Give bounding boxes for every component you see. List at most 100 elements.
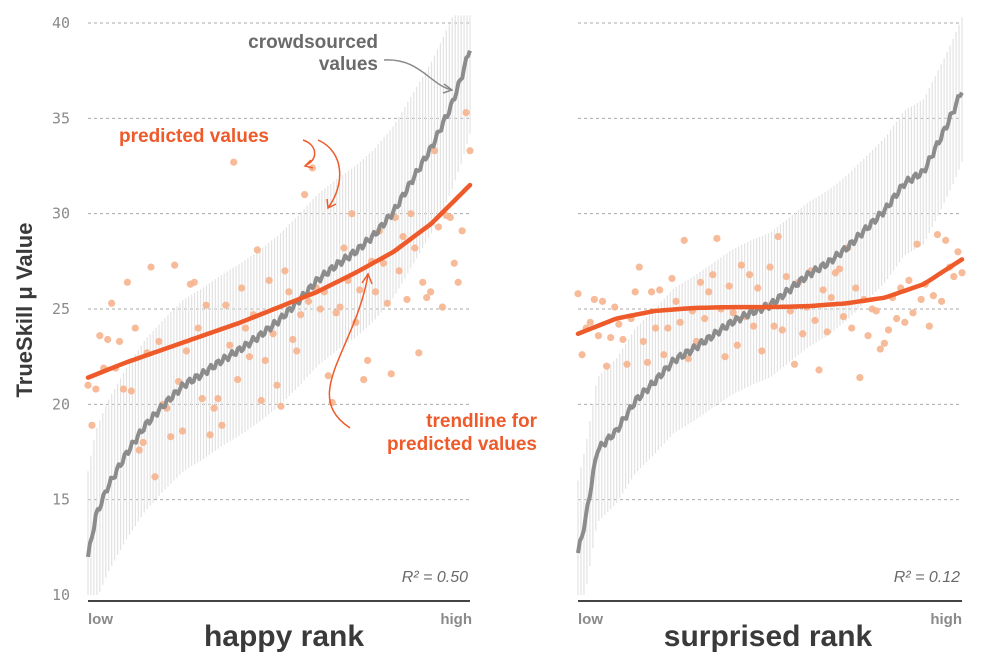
predicted-point-surprised [770,322,778,330]
predicted-point-happy [383,299,391,307]
predicted-point-happy [316,305,324,313]
annotation-trendline-line2: predicted values [387,434,537,455]
predicted-point-surprised [909,309,917,317]
predicted-point-surprised [799,330,807,338]
predicted-point-surprised [639,337,647,346]
predicted-point-surprised [652,324,660,332]
predicted-point-surprised [721,353,729,361]
predicted-point-surprised [701,314,709,323]
predicted-point-happy [253,246,261,254]
predicted-point-surprised [676,318,684,326]
predicted-point-happy [304,297,313,305]
r2-label-surprised: R² = 0.12 [894,569,960,586]
predicted-point-happy [265,276,273,284]
predicted-point-happy [257,396,265,405]
predicted-point-surprised [782,272,790,281]
predicted-point-happy [222,301,230,309]
predicted-point-happy [356,286,364,294]
annotation-predicted-values: predicted values [119,126,269,147]
predicted-point-surprised [635,263,643,271]
predicted-point-surprised [884,326,893,334]
predicted-point-happy [135,446,143,454]
predicted-point-surprised [790,360,799,368]
predicted-point-happy [226,341,234,349]
predicted-point-surprised [958,269,966,277]
predicted-point-happy [84,381,92,389]
predicted-point-surprised [578,351,586,359]
predicted-point-surprised [615,320,623,328]
predicted-point-surprised [758,347,766,355]
predicted-point-surprised [905,276,913,284]
predicted-point-surprised [623,360,631,368]
predicted-point-surprised [696,278,705,286]
predicted-point-surprised [684,354,692,363]
y-tick-label: 40 [52,14,70,32]
predicted-point-happy [104,335,112,344]
predicted-point-surprised [786,307,795,315]
predicted-point-happy [379,259,387,267]
predicted-point-surprised [811,316,819,325]
predicted-point-happy [194,324,202,332]
predicted-point-surprised [880,339,888,347]
predicted-point-surprised [872,307,880,315]
predicted-point-surprised [893,314,901,323]
predicted-point-happy [300,191,309,199]
annotation-crowdsourced-line2: values [319,54,378,75]
predicted-point-surprised [680,236,688,244]
predicted-point-happy [403,295,411,304]
predicted-point-surprised [602,362,611,370]
predicted-point-surprised [937,297,946,305]
predicted-point-surprised [729,309,737,317]
y-tick-label: 20 [52,395,70,413]
predicted-point-happy [234,375,242,384]
predicted-point-happy [438,303,447,311]
predicted-point-surprised [925,322,933,330]
predicted-point-happy [92,385,100,393]
predicted-point-surprised [933,231,942,239]
predicted-point-surprised [713,234,721,243]
predicted-point-surprised [917,295,925,304]
predicted-point-happy [277,402,285,410]
predicted-point-surprised [942,236,950,244]
predicted-point-surprised [774,232,782,241]
predicted-point-happy [340,244,348,252]
predicted-point-happy [155,337,163,346]
y-tick-label: 15 [52,491,70,509]
predicted-point-surprised [607,334,615,342]
predicted-point-happy [336,303,344,311]
predicted-point-surprised [647,288,656,296]
predicted-point-happy [261,356,269,365]
panels [84,15,966,595]
x-low-label-surprised: low [578,611,603,628]
predicted-point-happy [407,210,415,218]
x-high-label-surprised: high [930,611,962,628]
predicted-point-happy [182,347,191,355]
predicted-point-surprised [815,366,823,374]
predicted-point-surprised [823,328,831,336]
predicted-point-happy [332,309,340,317]
annotation-arrow-trendline [328,274,369,429]
predicted-point-surprised [574,290,582,298]
annotation-arrow-predicted-2 [317,139,341,209]
predicted-point-happy [411,244,419,252]
predicted-point-surprised [827,293,835,302]
predicted-point-happy [458,227,466,235]
predicted-point-surprised [848,324,856,332]
predicted-point-surprised [737,261,746,269]
crowdsourced-curve-happy [86,50,472,558]
annotation-arrow-predicted-1 [302,139,316,166]
predicted-point-happy [119,385,128,393]
predicted-point-happy [430,147,439,155]
predicted-point-surprised [709,271,717,279]
predicted-point-happy [198,395,206,403]
predicted-point-happy [289,335,297,344]
y-tick-label: 10 [52,586,70,604]
gridlines [88,22,962,501]
predicted-point-happy [123,278,131,286]
trendline-happy [85,182,473,380]
x-axis-label-surprised: surprised rank [664,620,873,653]
predicted-point-happy [419,278,427,286]
predicted-point-happy [178,427,187,435]
predicted-point-surprised [733,341,741,349]
